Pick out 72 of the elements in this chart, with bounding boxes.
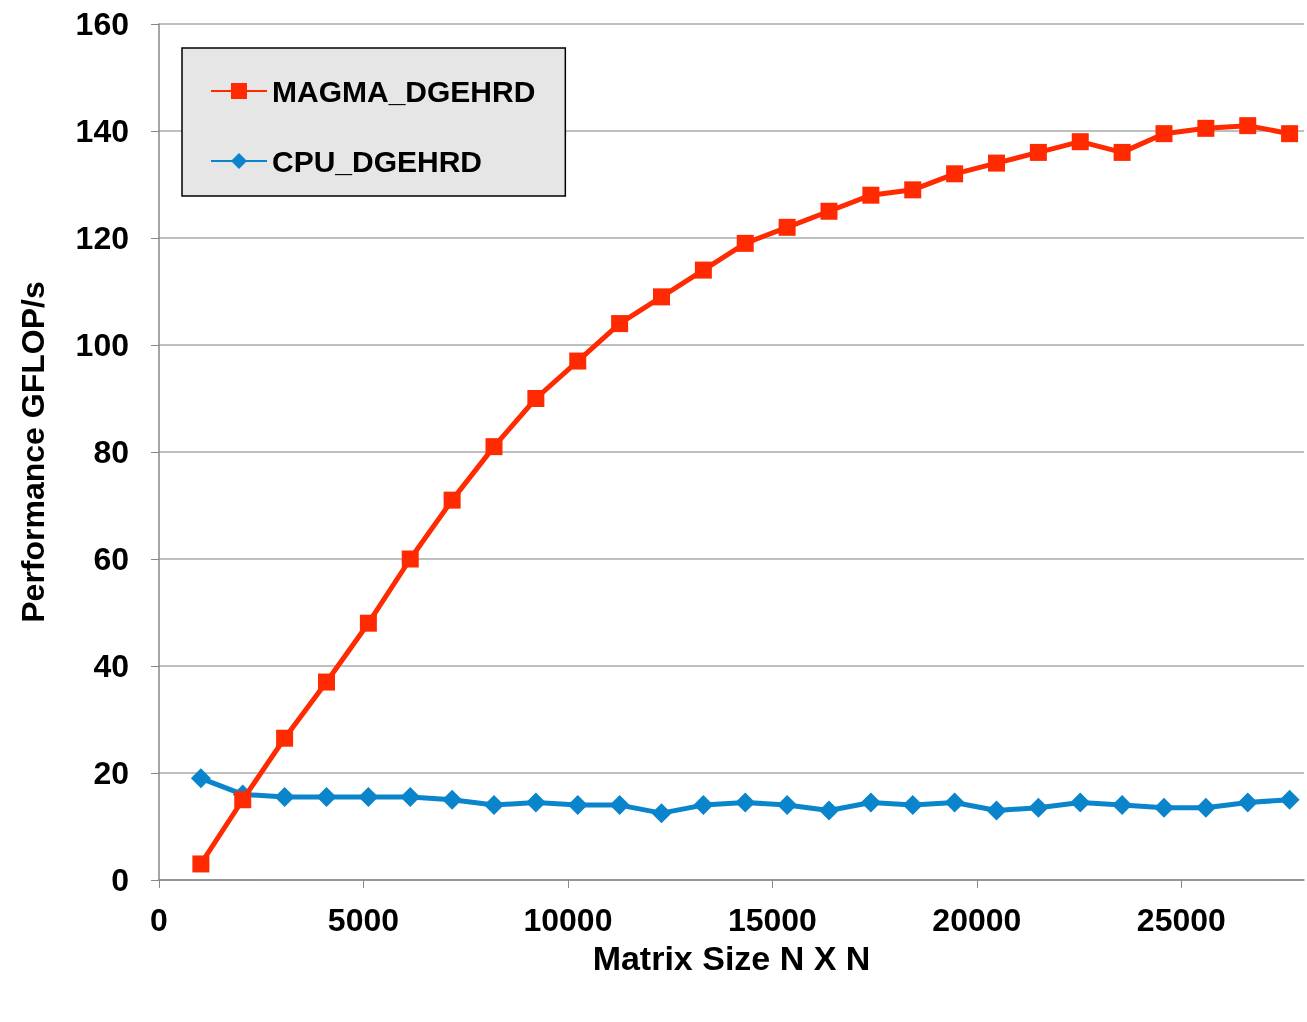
point <box>652 288 670 306</box>
point <box>1113 143 1131 161</box>
point <box>1112 795 1133 816</box>
point <box>904 181 922 199</box>
point <box>694 261 712 279</box>
point <box>234 791 252 809</box>
point <box>1029 143 1047 161</box>
y-tick-label: 20 <box>93 755 129 791</box>
point <box>485 438 503 456</box>
point <box>1155 125 1173 143</box>
point <box>986 800 1007 821</box>
y-tick-label: 120 <box>75 220 129 256</box>
legend-label: MAGMA_DGEHRD <box>272 74 536 108</box>
point <box>902 795 923 816</box>
point <box>1153 797 1174 818</box>
point <box>693 795 714 816</box>
point <box>611 315 629 333</box>
point <box>483 795 504 816</box>
point <box>987 154 1005 172</box>
point <box>946 165 964 183</box>
point <box>192 855 210 873</box>
point <box>1197 119 1215 137</box>
point <box>401 550 419 568</box>
x-tick-label: 0 <box>150 902 168 938</box>
point <box>443 491 461 509</box>
y-tick-label: 60 <box>93 541 129 577</box>
point <box>569 352 587 370</box>
point <box>359 614 377 632</box>
point <box>651 803 672 824</box>
point <box>442 789 463 810</box>
point <box>1195 797 1216 818</box>
x-axis-title: Matrix Size N X N <box>592 938 871 977</box>
point <box>358 787 379 808</box>
point <box>777 795 798 816</box>
point <box>1237 792 1258 813</box>
point <box>400 787 421 808</box>
point <box>1070 792 1091 813</box>
x-tick-label: 15000 <box>727 902 817 938</box>
point <box>190 768 211 789</box>
legend-label: CPU_DGEHRD <box>272 144 483 178</box>
y-tick-label: 100 <box>75 327 129 363</box>
point <box>527 390 545 407</box>
point <box>944 792 965 813</box>
point <box>820 202 838 220</box>
y-axis-title: Performance GFLOP/s <box>15 281 51 623</box>
x-tick-label: 20000 <box>932 902 1022 938</box>
y-tick-label: 80 <box>93 434 129 470</box>
point <box>567 795 588 816</box>
x-tick-label: 5000 <box>327 902 400 938</box>
x-tick-label: 25000 <box>1136 902 1226 938</box>
point <box>818 800 839 821</box>
point <box>860 792 881 813</box>
point <box>525 792 546 813</box>
point <box>778 218 796 236</box>
point <box>1281 125 1299 143</box>
y-tick-label: 0 <box>111 862 129 898</box>
point <box>735 792 756 813</box>
point <box>1071 133 1089 151</box>
point <box>736 234 754 252</box>
point <box>316 787 337 808</box>
point <box>318 673 335 691</box>
y-tick-label: 140 <box>75 113 129 149</box>
point <box>609 795 630 816</box>
point <box>1028 797 1049 818</box>
point <box>276 729 294 747</box>
point <box>862 186 880 204</box>
point <box>274 787 295 808</box>
point <box>1279 789 1300 810</box>
point <box>1239 117 1257 135</box>
y-tick-label: 160 <box>75 6 129 42</box>
x-tick-label: 10000 <box>523 902 613 938</box>
y-tick-label: 40 <box>93 648 129 684</box>
